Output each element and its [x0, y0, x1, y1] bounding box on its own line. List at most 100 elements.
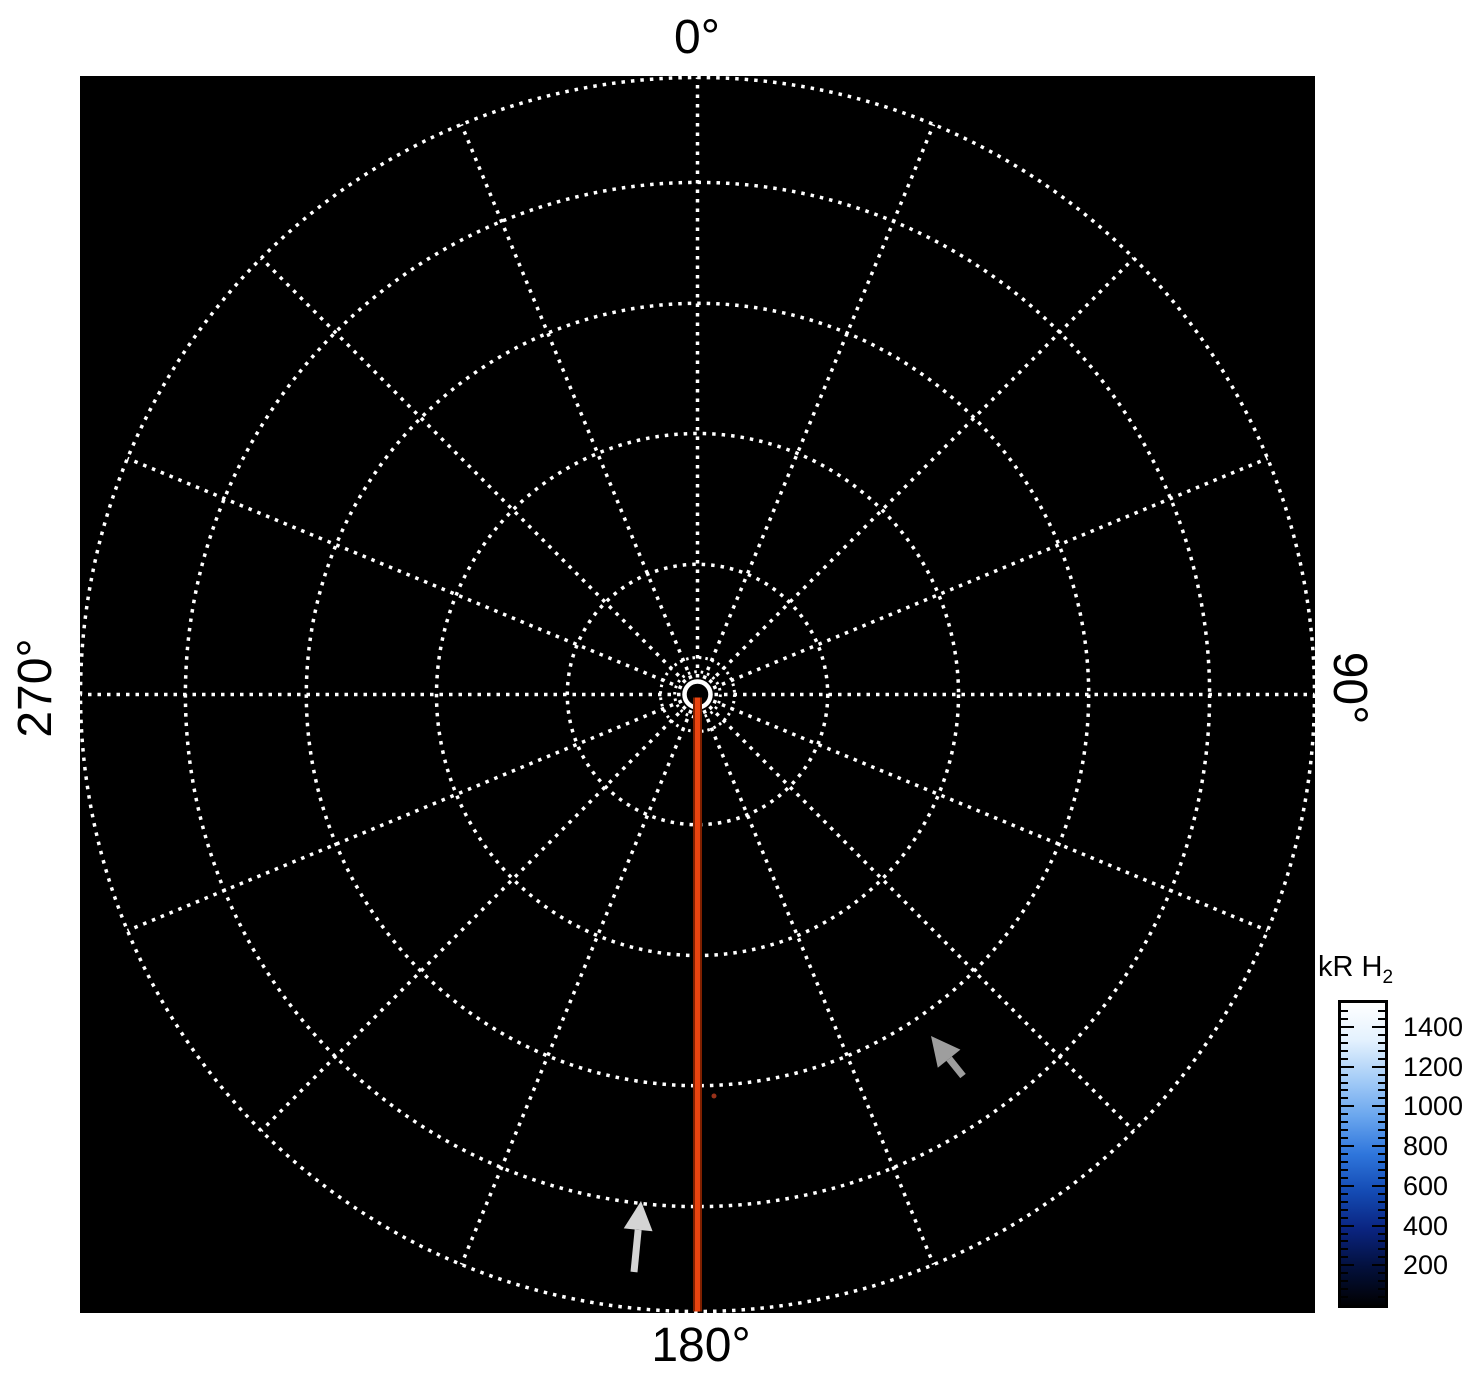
graticule-ring	[565, 562, 830, 827]
colorbar-minor-tick	[1341, 1113, 1348, 1116]
arrow-bottom-tail	[630, 1229, 642, 1273]
colorbar-minor-tick	[1378, 1121, 1385, 1124]
colorbar-minor-tick	[1378, 1041, 1385, 1044]
arrow-bottom-head	[623, 1201, 653, 1232]
colorbar-minor-tick	[1341, 1200, 1348, 1203]
colorbar-minor-tick	[1341, 1129, 1348, 1132]
colorbar-minor-tick	[1378, 1097, 1385, 1100]
colorbar-minor-tick	[1378, 1288, 1385, 1291]
colorbar-minor-tick	[1341, 1137, 1348, 1140]
colorbar-major-tick	[1372, 1184, 1385, 1187]
emission-speck	[711, 1093, 717, 1099]
colorbar-minor-tick	[1341, 1208, 1348, 1211]
colorbar-major-tick	[1372, 1065, 1385, 1068]
colorbar-minor-tick	[1341, 1216, 1348, 1219]
colorbar-major-tick	[1341, 1145, 1354, 1148]
graticule-ring	[304, 301, 1091, 1088]
graticule-ray	[126, 699, 683, 933]
colorbar-title-text: kR H	[1318, 951, 1383, 983]
colorbar-major-tick	[1341, 1105, 1354, 1108]
colorbar-major-tick	[1341, 1224, 1354, 1227]
colorbar-minor-tick	[1341, 1256, 1348, 1259]
colorbar-minor-tick	[1378, 1017, 1385, 1020]
angle-label-180: 180°	[651, 1319, 751, 1372]
colorbar-minor-tick	[1341, 1160, 1348, 1163]
colorbar-minor-tick	[1378, 1057, 1385, 1060]
colorbar-minor-tick	[1378, 1160, 1385, 1163]
colorbar-minor-tick	[1341, 1009, 1348, 1012]
colorbar-major-tick	[1341, 1184, 1354, 1187]
colorbar-minor-tick	[1378, 1272, 1385, 1275]
colorbar-minor-tick	[1341, 1017, 1348, 1020]
colorbar-tick-label: 1400	[1403, 1011, 1464, 1042]
graticule-ray	[702, 123, 936, 680]
graticule-ray	[702, 709, 936, 1266]
colorbar-minor-tick	[1341, 1049, 1348, 1052]
colorbar-minor-tick	[1341, 1081, 1348, 1084]
colorbar-minor-tick	[1378, 1153, 1385, 1155]
colorbar-minor-tick	[1378, 1216, 1385, 1219]
colorbar-minor-tick	[1341, 1280, 1348, 1283]
colorbar-tick-label: 400	[1403, 1210, 1449, 1241]
colorbar-minor-tick	[1378, 1089, 1385, 1092]
colorbar-minor-tick	[1341, 1089, 1348, 1092]
polar-grid	[78, 75, 1317, 1314]
graticule-ray	[459, 709, 693, 1266]
colorbar-major-tick	[1341, 1025, 1354, 1028]
colorbar-minor-tick	[1378, 1256, 1385, 1259]
colorbar-minor-tick	[1378, 1232, 1385, 1235]
colorbar-minor-tick	[1341, 1057, 1348, 1060]
graticule-ray	[708, 256, 1136, 684]
colorbar-major-tick	[1341, 1264, 1354, 1267]
colorbar: 200 400 600 800 1000 1200 1400	[1338, 1000, 1463, 1308]
colorbar-minor-tick	[1378, 1033, 1385, 1036]
colorbar-title: kR H2	[1318, 951, 1393, 989]
graticule-ray	[259, 256, 687, 684]
colorbar-minor-tick	[1378, 1073, 1385, 1076]
colorbar-minor-tick	[1341, 1097, 1348, 1100]
colorbar-major-tick	[1372, 1145, 1385, 1148]
colorbar-minor-tick	[1341, 1248, 1348, 1251]
colorbar-gradient	[1341, 1003, 1385, 1305]
colorbar-minor-tick	[1341, 1168, 1348, 1171]
colorbar-minor-tick	[1341, 1153, 1348, 1155]
colorbar-minor-tick	[1341, 1272, 1348, 1275]
graticule-ray	[708, 705, 1136, 1133]
graticule-ray	[459, 123, 693, 680]
colorbar-minor-tick	[1341, 1041, 1348, 1044]
graticule-ray	[259, 705, 687, 1133]
colorbar-minor-tick	[1378, 1280, 1385, 1283]
colorbar-minor-tick	[1378, 1176, 1385, 1179]
colorbar-minor-tick	[1378, 1168, 1385, 1171]
colorbar-tick-label: 1000	[1403, 1091, 1464, 1122]
colorbar-tick-label: 600	[1403, 1170, 1449, 1201]
colorbar-minor-tick	[1378, 1081, 1385, 1084]
colorbar-major-tick	[1372, 1224, 1385, 1227]
colorbar-tick-label: 800	[1403, 1131, 1449, 1162]
colorbar-minor-tick	[1341, 1033, 1348, 1036]
colorbar-major-tick	[1372, 1105, 1385, 1108]
arrow-right-tail	[946, 1056, 966, 1079]
angle-label-270: 270°	[9, 638, 62, 738]
polar-plot-area	[78, 75, 1317, 1314]
colorbar-minor-tick	[1378, 1192, 1385, 1195]
colorbar-minor-tick	[1378, 1208, 1385, 1211]
graticule-ray	[126, 456, 683, 690]
colorbar-major-tick	[1372, 1025, 1385, 1028]
colorbar-minor-tick	[1341, 1288, 1348, 1291]
colorbar-major-tick	[1341, 1065, 1354, 1068]
graticule-ring	[673, 670, 722, 719]
colorbar-minor-tick	[1341, 1240, 1348, 1243]
colorbar-minor-tick	[1378, 1200, 1385, 1203]
colorbar-minor-tick	[1378, 1113, 1385, 1116]
colorbar-tick-label: 1200	[1403, 1051, 1464, 1082]
graticule-ray	[712, 699, 1269, 933]
colorbar-minor-tick	[1341, 1073, 1348, 1076]
angle-label-0: 0°	[674, 11, 720, 64]
colorbar-minor-tick	[1378, 1296, 1385, 1299]
colorbar-minor-tick	[1378, 1129, 1385, 1132]
colorbar-minor-tick	[1341, 1121, 1348, 1124]
angle-label-90: 90°	[1323, 651, 1376, 725]
colorbar-tick-label: 200	[1403, 1250, 1449, 1281]
colorbar-minor-tick	[1378, 1009, 1385, 1012]
